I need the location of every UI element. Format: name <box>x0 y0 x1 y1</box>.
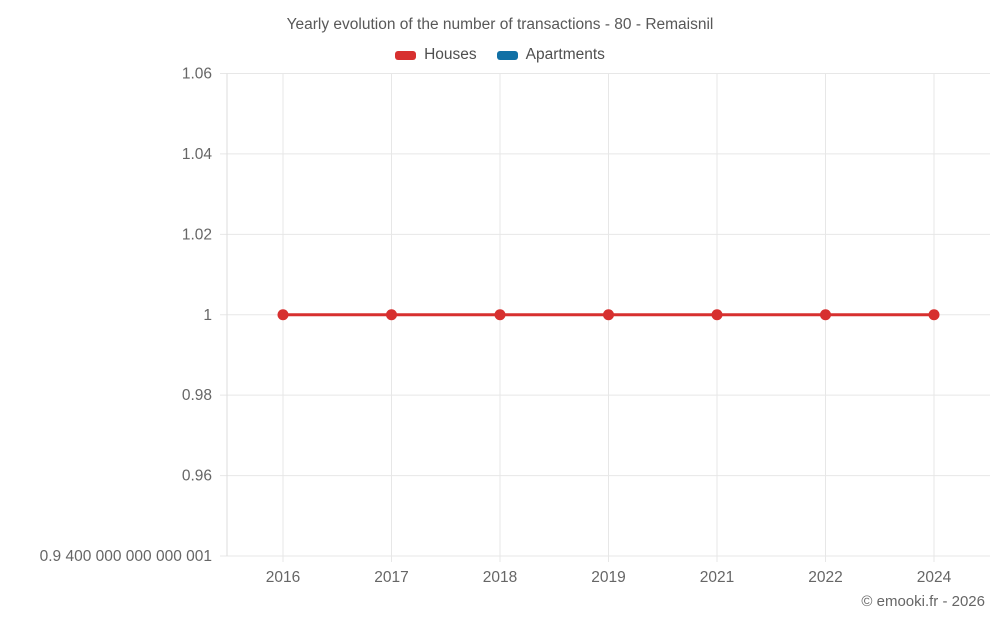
x-tick-label: 2022 <box>808 569 842 586</box>
chart-title: Yearly evolution of the number of transa… <box>286 16 714 33</box>
data-point-houses[interactable] <box>277 309 289 321</box>
x-tick-label: 2021 <box>700 569 734 586</box>
data-point-houses[interactable] <box>928 309 940 321</box>
legend-swatch-icon <box>496 50 518 60</box>
y-tick-label: 0.9 400 000 000 000 001 <box>40 548 212 565</box>
y-tick-label: 1.02 <box>182 226 212 243</box>
data-point-houses[interactable] <box>494 309 506 321</box>
chart-legend: Houses Apartments <box>0 46 1000 64</box>
legend-label: Houses <box>424 46 477 63</box>
x-tick-label: 2024 <box>917 569 952 586</box>
legend-item-houses[interactable]: Houses <box>395 46 477 64</box>
data-point-houses[interactable] <box>820 309 831 321</box>
x-tick-label: 2019 <box>591 569 625 586</box>
data-point-houses[interactable] <box>386 309 397 321</box>
y-tick-label: 1 <box>203 307 212 324</box>
legend-label: Apartments <box>525 46 605 63</box>
x-tick-label: 2018 <box>483 569 517 586</box>
x-tick-label: 2017 <box>374 569 408 586</box>
y-tick-label: 0.96 <box>182 468 212 485</box>
data-point-houses[interactable] <box>603 309 614 321</box>
y-tick-label: 1.06 <box>182 66 212 83</box>
x-tick-label: 2016 <box>266 569 300 586</box>
y-tick-label: 1.04 <box>182 146 213 163</box>
data-point-houses[interactable] <box>711 309 723 321</box>
legend-swatch-icon <box>395 50 417 60</box>
y-tick-label: 0.98 <box>182 387 212 404</box>
legend-item-apartments[interactable]: Apartments <box>496 46 605 64</box>
attribution-text: © emooki.fr - 2026 <box>861 593 985 610</box>
